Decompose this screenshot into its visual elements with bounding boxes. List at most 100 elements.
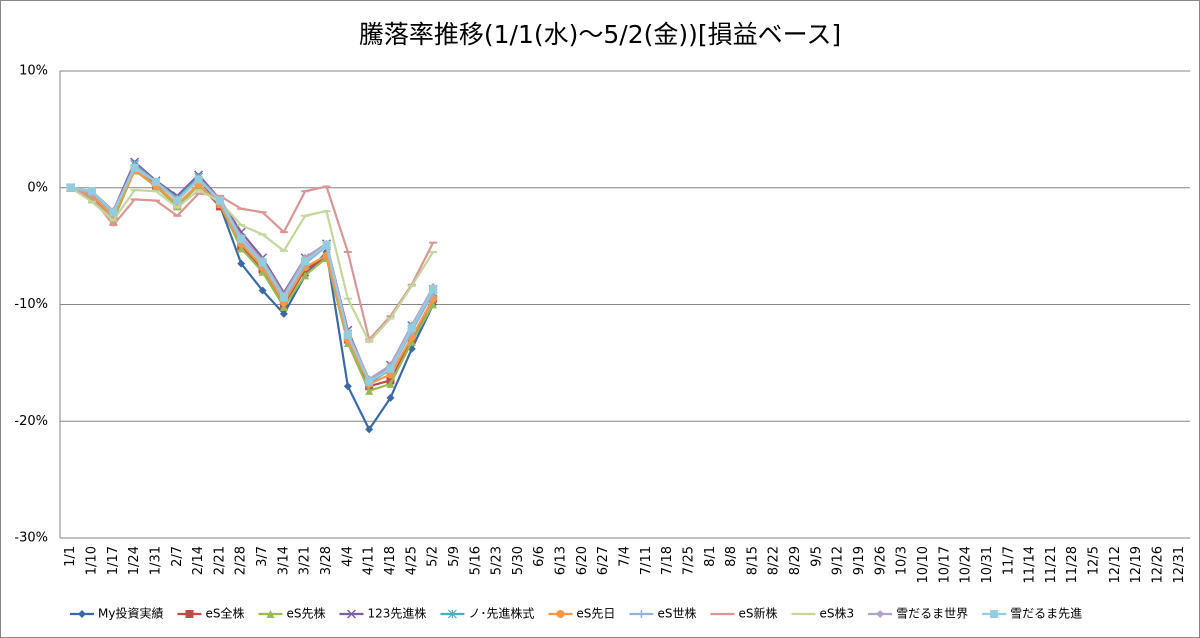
x-tick-label: 5/30 <box>511 546 526 575</box>
marker <box>429 300 438 309</box>
x-tick-label: 4/11 <box>362 546 377 575</box>
marker <box>237 235 246 244</box>
y-tick-label: 0% <box>27 180 48 195</box>
x-tick-label: 7/4 <box>618 546 633 567</box>
x-tick-label: 12/26 <box>1151 546 1166 583</box>
y-tick-label: -20% <box>14 414 48 429</box>
series <box>66 186 438 344</box>
x-tick-label: 4/4 <box>340 546 355 567</box>
x-tick-label: 1/24 <box>127 546 142 575</box>
marker <box>386 393 395 402</box>
x-tick-label: 6/6 <box>532 546 547 567</box>
marker <box>637 610 646 618</box>
marker <box>109 208 118 217</box>
x-tick-label: 1/10 <box>84 546 99 575</box>
x-tick-label: 8/22 <box>767 546 782 575</box>
x-tick-label: 9/26 <box>873 546 888 575</box>
x-tick-label: 10/10 <box>916 546 931 583</box>
marker <box>258 258 267 267</box>
marker <box>556 610 565 618</box>
marker <box>301 257 310 266</box>
legend-label: eS新株 <box>738 606 777 621</box>
marker <box>258 267 267 276</box>
x-tick-label: 10/31 <box>980 546 995 583</box>
x-tick-label: 1/31 <box>148 546 163 575</box>
marker <box>185 610 194 618</box>
x-tick-label: 4/18 <box>383 546 398 575</box>
x-tick-label: 1/17 <box>106 546 121 575</box>
x-tick-label: 11/7 <box>1001 546 1016 575</box>
legend-label: ノ･先進株式 <box>468 606 534 621</box>
x-tick-label: 9/19 <box>852 546 867 575</box>
legend-label: eS全株 <box>205 606 244 621</box>
x-tick-label: 12/5 <box>1087 546 1102 575</box>
marker <box>876 610 885 618</box>
x-tick-label: 12/31 <box>1172 546 1187 583</box>
marker <box>343 382 352 391</box>
marker <box>386 379 395 388</box>
legend-label: eS先株 <box>286 606 325 621</box>
marker <box>407 323 416 332</box>
marker <box>87 187 96 196</box>
marker <box>266 610 275 618</box>
legend-label: 雪だるま世界 <box>896 607 968 621</box>
marker <box>237 244 246 253</box>
marker <box>407 337 416 346</box>
x-tick-label: 5/23 <box>490 546 505 575</box>
marker <box>343 330 352 339</box>
x-tick-label: 2/28 <box>234 546 249 575</box>
y-tick-label: -30% <box>14 531 48 546</box>
legend-label: 123先進株 <box>368 606 427 621</box>
x-tick-label: 8/1 <box>703 546 718 567</box>
marker <box>215 196 224 205</box>
series <box>66 163 438 386</box>
x-tick-label: 11/28 <box>1065 546 1080 583</box>
x-tick-label: 11/21 <box>1044 546 1059 583</box>
x-tick-label: 7/18 <box>660 546 675 575</box>
x-tick-label: 3/21 <box>298 546 313 575</box>
marker <box>78 610 86 618</box>
x-tick-label: 9/5 <box>809 546 824 567</box>
x-tick-label: 7/11 <box>639 546 654 575</box>
x-tick-label: 12/19 <box>1129 546 1144 583</box>
x-tick-label: 5/16 <box>468 546 483 575</box>
x-tick-label: 6/27 <box>596 546 611 575</box>
x-tick-label: 1/1 <box>63 546 78 567</box>
x-tick-label: 3/14 <box>276 546 291 575</box>
y-tick-label: 10% <box>19 64 48 79</box>
marker <box>386 364 395 373</box>
marker <box>365 377 374 386</box>
x-tick-label: 8/29 <box>788 546 803 575</box>
x-tick-label: 2/7 <box>170 546 185 567</box>
x-tick-label: 9/12 <box>831 546 846 575</box>
legend-label: My投資実績 <box>98 606 163 621</box>
x-tick-label: 6/20 <box>575 546 590 575</box>
x-tick-label: 11/14 <box>1023 546 1038 583</box>
marker <box>194 175 203 184</box>
x-tick-label: 8/8 <box>724 546 739 567</box>
marker <box>279 302 288 311</box>
x-tick-label: 10/3 <box>895 546 910 575</box>
line <box>70 186 435 344</box>
marker <box>173 196 182 205</box>
x-tick-label: 3/28 <box>319 546 334 575</box>
legend-label: eS世株 <box>657 606 696 621</box>
marker <box>237 259 246 268</box>
legend-label: 雪だるま先進 <box>1010 607 1082 621</box>
line <box>70 185 435 342</box>
marker <box>322 240 331 249</box>
marker <box>365 425 374 434</box>
marker <box>258 286 267 295</box>
x-tick-label: 5/2 <box>426 546 441 567</box>
marker <box>151 177 160 186</box>
x-tick-label: 2/14 <box>191 546 206 575</box>
x-tick-label: 4/25 <box>404 546 419 575</box>
x-tick-label: 8/15 <box>745 546 760 575</box>
x-tick-label: 6/13 <box>554 546 569 575</box>
marker <box>365 386 374 395</box>
x-tick-label: 5/9 <box>447 546 462 567</box>
legend-label: eS先日 <box>576 607 615 621</box>
chart-title: 騰落率推移(1/1(水)～5/2(金))[損益ベース] <box>359 20 841 49</box>
